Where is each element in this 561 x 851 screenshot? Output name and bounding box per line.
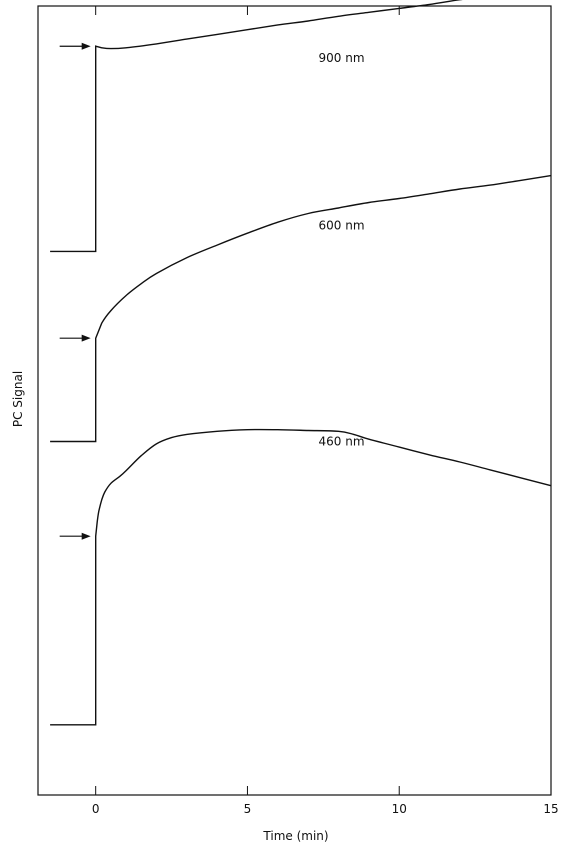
onset-arrow-head — [81, 334, 91, 342]
x-tick-label: 5 — [244, 802, 252, 816]
x-axis-ticks: 0 5 10 15 — [92, 6, 559, 816]
trace-900-nm — [50, 0, 463, 253]
onset-arrows — [59, 42, 91, 540]
onset-arrow-head — [81, 532, 91, 540]
traces — [50, 0, 552, 726]
x-tick-label: 10 — [392, 802, 407, 816]
series-label: 900 nm — [319, 51, 365, 65]
x-axis-label: Time (min) — [262, 829, 328, 843]
series-label: 460 nm — [319, 434, 365, 448]
series-labels: 900 nm 600 nm 460 nm — [319, 51, 365, 448]
x-tick-label: 15 — [543, 802, 558, 816]
trace-600-nm — [50, 174, 552, 443]
plot-frame — [37, 5, 552, 796]
y-axis-label: PC Signal — [11, 371, 25, 427]
x-tick-label: 0 — [92, 802, 100, 816]
trace-460-nm — [50, 428, 552, 726]
series-label: 600 nm — [319, 218, 365, 232]
onset-arrow-head — [81, 42, 91, 50]
